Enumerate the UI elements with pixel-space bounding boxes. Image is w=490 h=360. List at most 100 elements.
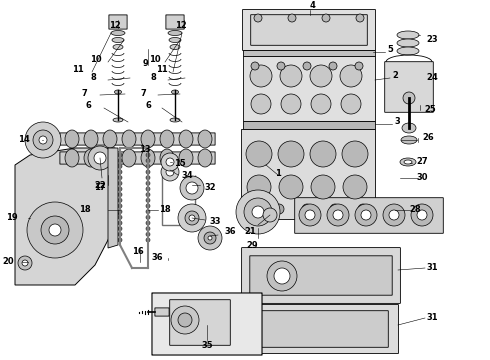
Circle shape <box>146 210 150 214</box>
Circle shape <box>411 204 433 226</box>
Circle shape <box>342 141 368 167</box>
Ellipse shape <box>397 47 419 55</box>
Circle shape <box>341 94 361 114</box>
Ellipse shape <box>198 130 212 148</box>
Ellipse shape <box>198 149 212 167</box>
Text: 34: 34 <box>181 171 193 180</box>
Circle shape <box>280 65 302 87</box>
Circle shape <box>355 62 363 70</box>
Ellipse shape <box>103 130 117 148</box>
Text: 10: 10 <box>90 55 102 64</box>
Text: 13: 13 <box>139 145 151 154</box>
Text: 31: 31 <box>426 264 438 273</box>
Text: 21: 21 <box>244 228 256 237</box>
Text: 19: 19 <box>6 213 18 222</box>
Circle shape <box>288 14 296 22</box>
Ellipse shape <box>65 130 79 148</box>
Circle shape <box>118 227 122 231</box>
Text: 20: 20 <box>2 257 14 266</box>
Text: 32: 32 <box>204 184 216 193</box>
Circle shape <box>178 313 192 327</box>
Circle shape <box>299 204 321 226</box>
Text: 1: 1 <box>275 168 281 177</box>
Bar <box>241 129 375 219</box>
Ellipse shape <box>179 149 193 167</box>
Circle shape <box>327 204 349 226</box>
Bar <box>243 121 375 129</box>
Circle shape <box>251 62 259 70</box>
Text: 7: 7 <box>140 89 146 98</box>
Circle shape <box>171 306 199 334</box>
Ellipse shape <box>168 31 182 36</box>
Circle shape <box>180 176 204 200</box>
FancyBboxPatch shape <box>385 62 433 112</box>
Circle shape <box>146 164 150 168</box>
Ellipse shape <box>172 90 178 94</box>
Text: 16: 16 <box>132 248 144 256</box>
Circle shape <box>383 204 405 226</box>
Ellipse shape <box>113 118 123 122</box>
Circle shape <box>118 164 122 168</box>
Circle shape <box>305 210 315 220</box>
Circle shape <box>310 141 336 167</box>
Ellipse shape <box>122 149 136 167</box>
FancyBboxPatch shape <box>109 15 127 29</box>
Text: 26: 26 <box>422 134 434 143</box>
Circle shape <box>88 146 112 170</box>
Ellipse shape <box>103 149 117 167</box>
Circle shape <box>311 94 331 114</box>
Circle shape <box>279 175 303 199</box>
Text: 27: 27 <box>416 158 428 166</box>
Text: 3: 3 <box>394 117 400 126</box>
Circle shape <box>185 211 199 225</box>
Text: 17: 17 <box>94 184 106 193</box>
Ellipse shape <box>169 37 181 42</box>
Ellipse shape <box>122 130 136 148</box>
Text: 6: 6 <box>85 102 91 111</box>
Ellipse shape <box>113 45 123 49</box>
Circle shape <box>146 181 150 185</box>
Circle shape <box>186 182 198 194</box>
FancyBboxPatch shape <box>166 15 184 29</box>
Circle shape <box>166 168 174 176</box>
Circle shape <box>146 215 150 219</box>
Circle shape <box>244 198 272 226</box>
Circle shape <box>263 208 277 222</box>
FancyBboxPatch shape <box>258 311 388 347</box>
Circle shape <box>417 210 427 220</box>
Circle shape <box>118 176 122 180</box>
Circle shape <box>355 204 377 226</box>
Text: 36: 36 <box>224 228 236 237</box>
Text: 22: 22 <box>94 180 106 189</box>
Circle shape <box>118 159 122 163</box>
Circle shape <box>118 238 122 242</box>
Ellipse shape <box>179 130 193 148</box>
Text: 8: 8 <box>90 73 96 82</box>
Text: 29: 29 <box>246 240 258 249</box>
Text: 33: 33 <box>209 217 221 226</box>
Circle shape <box>146 238 150 242</box>
Ellipse shape <box>141 130 155 148</box>
Circle shape <box>146 159 150 163</box>
Circle shape <box>340 65 362 87</box>
Circle shape <box>310 65 332 87</box>
Text: 7: 7 <box>81 89 87 98</box>
Text: 18: 18 <box>159 206 171 215</box>
Circle shape <box>161 153 179 171</box>
Circle shape <box>27 202 83 258</box>
Circle shape <box>18 256 32 270</box>
Circle shape <box>236 190 280 234</box>
Circle shape <box>303 62 311 70</box>
Circle shape <box>277 62 285 70</box>
Circle shape <box>178 204 206 232</box>
Text: 25: 25 <box>424 105 436 114</box>
FancyBboxPatch shape <box>60 152 215 164</box>
Ellipse shape <box>401 136 417 144</box>
Text: 9: 9 <box>142 58 148 68</box>
Circle shape <box>39 136 47 144</box>
Text: 8: 8 <box>150 73 156 82</box>
Text: 35: 35 <box>201 341 213 350</box>
Circle shape <box>146 193 150 197</box>
Circle shape <box>403 92 415 104</box>
Ellipse shape <box>402 123 416 133</box>
